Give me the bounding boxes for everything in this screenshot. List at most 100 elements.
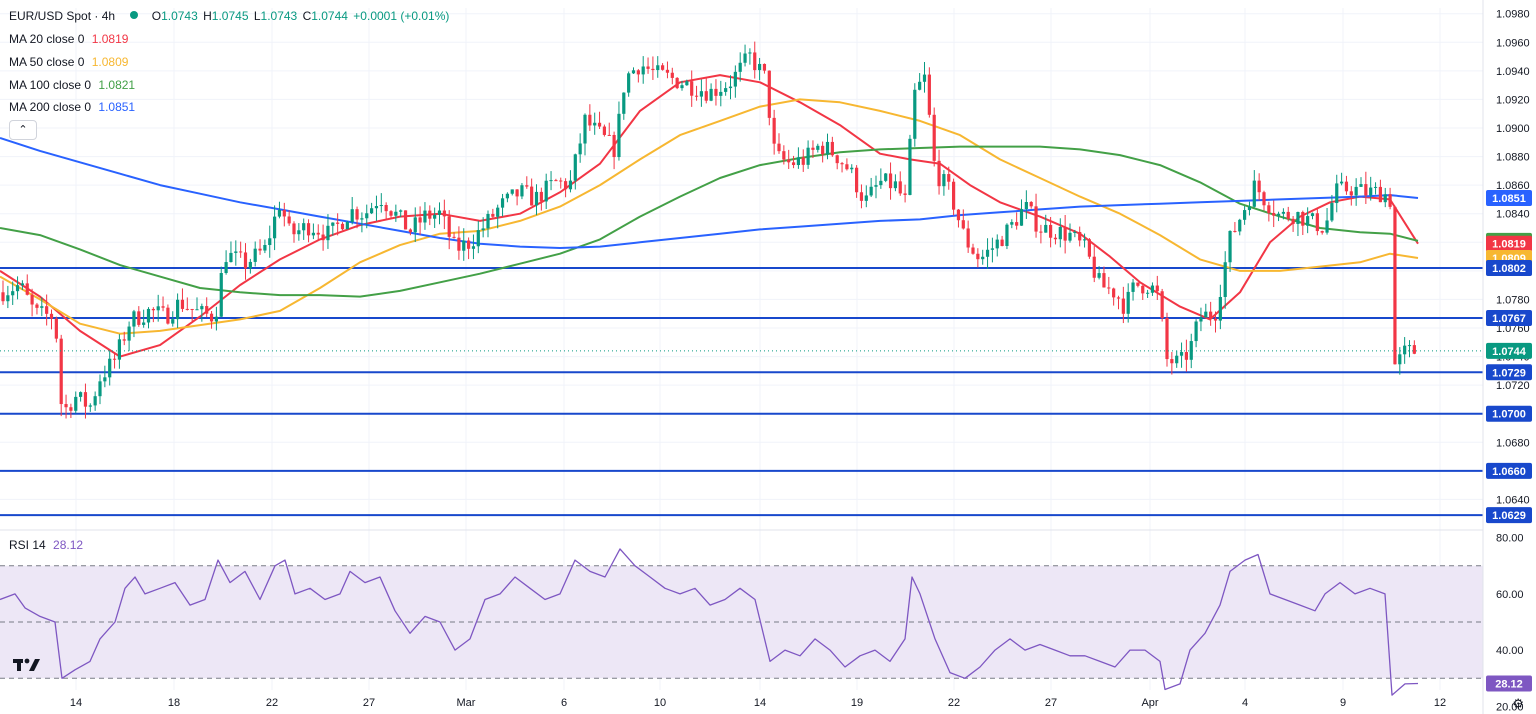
candle-body[interactable] [952, 181, 956, 210]
candle-body[interactable] [263, 244, 267, 251]
candle-body[interactable] [1243, 210, 1247, 220]
candle-body[interactable] [408, 229, 412, 233]
candle-body[interactable] [762, 63, 767, 71]
candle-body[interactable] [602, 126, 606, 135]
candle-body[interactable] [1252, 180, 1256, 207]
candle-body[interactable] [1112, 288, 1116, 298]
candle-body[interactable] [651, 68, 655, 71]
candle-body[interactable] [171, 319, 175, 324]
header-legend[interactable]: EUR/USD Spot · 4h O1.0743 H1.0745 L1.074… [9, 9, 453, 24]
candle-body[interactable] [268, 238, 272, 245]
candle-body[interactable] [665, 69, 670, 73]
candle-body[interactable] [1199, 317, 1203, 322]
candle-body[interactable] [636, 70, 640, 75]
candle-body[interactable] [253, 248, 257, 262]
candle-body[interactable] [588, 114, 592, 126]
candle-body[interactable] [583, 114, 587, 144]
candle-body[interactable] [108, 358, 112, 378]
candle-body[interactable] [370, 208, 374, 214]
candle-body[interactable] [840, 163, 844, 165]
candle-body[interactable] [694, 95, 699, 97]
candle-body[interactable] [1349, 191, 1353, 196]
candle-body[interactable] [437, 210, 442, 215]
candle-body[interactable] [627, 73, 631, 93]
candle-body[interactable] [1378, 186, 1382, 203]
candle-body[interactable] [1247, 206, 1252, 211]
candle-body[interactable] [54, 318, 58, 339]
candle-body[interactable] [850, 167, 854, 170]
candle-body[interactable] [176, 299, 180, 320]
candle-body[interactable] [219, 273, 223, 317]
candle-body[interactable] [45, 306, 49, 314]
candle-body[interactable] [79, 392, 83, 397]
candle-body[interactable] [1398, 354, 1402, 365]
candle-body[interactable] [1325, 220, 1329, 233]
candle-body[interactable] [374, 206, 379, 209]
candle-body[interactable] [1388, 194, 1392, 207]
candle-body[interactable] [161, 306, 165, 308]
candle-body[interactable] [1058, 226, 1062, 240]
candle-body[interactable] [273, 216, 277, 239]
candle-body[interactable] [787, 159, 791, 163]
candle-body[interactable] [1194, 321, 1198, 342]
candle-body[interactable] [898, 181, 902, 194]
candle-body[interactable] [25, 283, 29, 295]
candle-body[interactable] [733, 71, 737, 87]
candle-body[interactable] [855, 167, 859, 193]
candle-body[interactable] [893, 181, 897, 189]
candle-body[interactable] [389, 211, 393, 216]
candle-body[interactable] [59, 338, 63, 405]
gear-icon[interactable]: ⚙ [1512, 696, 1524, 711]
candle-body[interactable] [467, 240, 471, 249]
candle-body[interactable] [777, 143, 781, 152]
candle-body[interactable] [137, 311, 141, 325]
candle-body[interactable] [336, 222, 340, 224]
candle-body[interactable] [1092, 256, 1096, 278]
candle-body[interactable] [355, 209, 359, 220]
candle-body[interactable] [1097, 273, 1101, 278]
candle-body[interactable] [292, 223, 296, 235]
candle-body[interactable] [452, 236, 456, 238]
candle-body[interactable] [743, 53, 747, 63]
candle-body[interactable] [1267, 205, 1271, 213]
candle-body[interactable] [156, 306, 160, 311]
horizontal-levels[interactable] [0, 267, 1483, 517]
candle-body[interactable] [874, 185, 878, 187]
candle-body[interactable] [486, 213, 490, 229]
candle-body[interactable] [641, 66, 645, 75]
candle-body[interactable] [345, 221, 349, 230]
candle-body[interactable] [1160, 291, 1164, 318]
candle-body[interactable] [985, 249, 990, 257]
candle-body[interactable] [631, 70, 636, 74]
candle-body[interactable] [1131, 282, 1135, 292]
candle-body[interactable] [399, 210, 403, 212]
candle-body[interactable] [1223, 262, 1227, 297]
candle-body[interactable] [859, 192, 864, 201]
candle-body[interactable] [321, 234, 325, 241]
candle-body[interactable] [772, 117, 776, 144]
candle-body[interactable] [714, 88, 718, 96]
candle-body[interactable] [656, 65, 660, 71]
candle-body[interactable] [1286, 211, 1290, 219]
candle-body[interactable] [1082, 239, 1087, 241]
candle-body[interactable] [20, 283, 24, 286]
candle-body[interactable] [151, 308, 155, 311]
candle-body[interactable] [1121, 298, 1125, 314]
candle-body[interactable] [675, 77, 679, 89]
candle-body[interactable] [180, 299, 185, 309]
candle-body[interactable] [709, 88, 713, 101]
candle-body[interactable] [549, 180, 553, 182]
candle-body[interactable] [821, 145, 825, 155]
tradingview-logo[interactable] [12, 655, 42, 675]
candle-body[interactable] [1068, 232, 1072, 241]
candle-body[interactable] [258, 248, 262, 251]
candle-body[interactable] [457, 237, 461, 251]
candle-body[interactable] [1320, 231, 1324, 233]
candle-body[interactable] [394, 211, 398, 216]
candle-body[interactable] [869, 186, 873, 196]
candle-body[interactable] [908, 138, 912, 195]
ma20-legend[interactable]: MA 20 close 0 1.0819 [9, 32, 132, 47]
candle-body[interactable] [1315, 213, 1319, 232]
candle-body[interactable] [93, 396, 97, 406]
candle-body[interactable] [423, 210, 427, 223]
